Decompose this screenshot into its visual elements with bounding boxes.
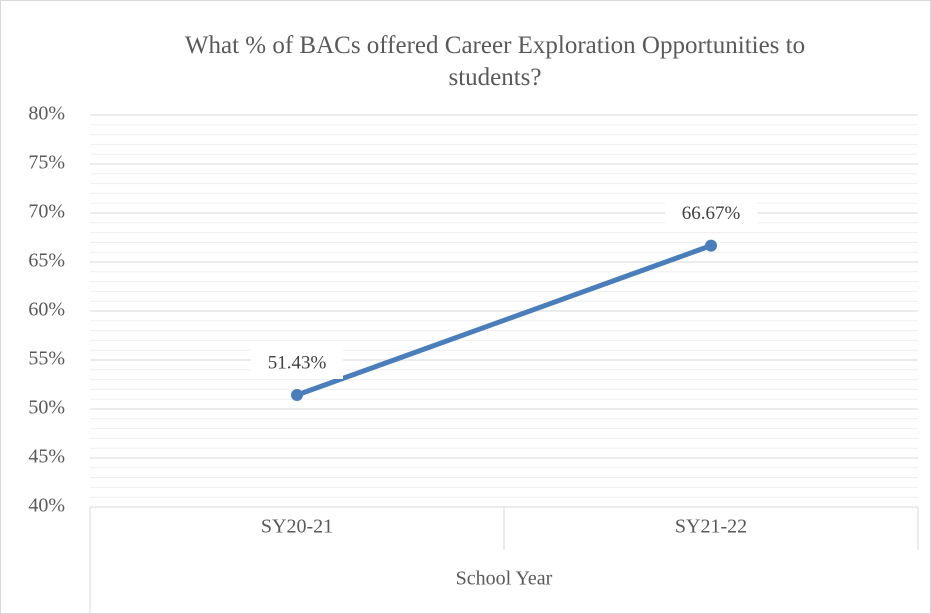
y-tick-label: 40% bbox=[28, 495, 65, 517]
y-tick-label: 65% bbox=[28, 250, 65, 272]
y-tick-label: 70% bbox=[28, 201, 65, 223]
y-tick-label: 55% bbox=[28, 348, 65, 370]
y-tick-label: 50% bbox=[28, 397, 65, 419]
x-tick-label: SY21-22 bbox=[675, 516, 747, 538]
data-label-bg bbox=[251, 348, 343, 379]
y-tick-label: 60% bbox=[28, 299, 65, 321]
data-point bbox=[705, 239, 717, 252]
data-label: 66.67% bbox=[682, 203, 741, 224]
data-point bbox=[291, 388, 303, 401]
x-tick-label: SY20-21 bbox=[261, 516, 333, 538]
y-tick-label: 75% bbox=[28, 152, 65, 174]
data-line bbox=[294, 243, 714, 398]
x-axis-label: School Year bbox=[456, 568, 553, 590]
y-tick-label: 80% bbox=[28, 103, 65, 125]
y-tick-label: 45% bbox=[28, 446, 65, 468]
chart-title: What % of BACs offered Career Exploratio… bbox=[184, 32, 806, 91]
data-label: 51.43% bbox=[268, 352, 327, 373]
data-label-bg bbox=[665, 199, 757, 230]
